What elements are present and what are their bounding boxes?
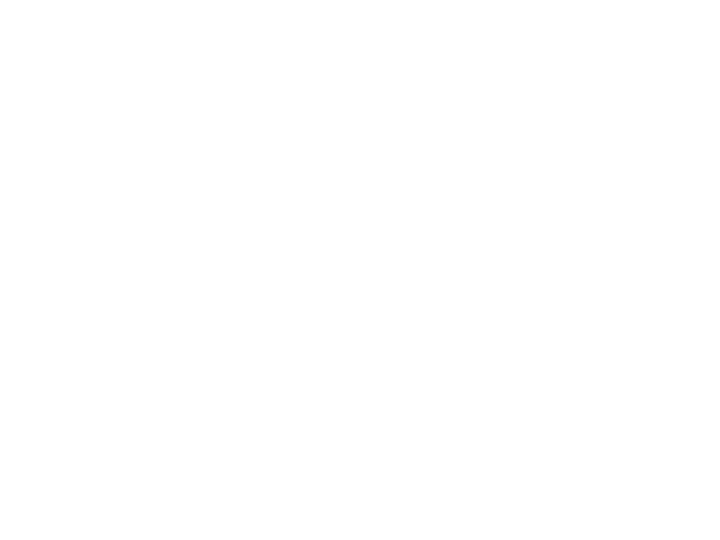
Text: membrane similar to: membrane similar to <box>176 221 395 241</box>
Ellipse shape <box>391 221 639 435</box>
Text: Structure and Function: Structure and Function <box>129 177 400 201</box>
Text: expression): expression) <box>188 393 308 413</box>
Text: Nucleoplasm: Nucleoplasm <box>335 233 488 249</box>
Ellipse shape <box>410 318 590 418</box>
Text: Chromosomes (gene: Chromosomes (gene <box>176 362 392 382</box>
Text: ↺: ↺ <box>145 300 161 318</box>
Text: cell membrane (similar: cell membrane (similar <box>188 252 429 272</box>
Text: Nucleus: Nucleus <box>129 114 365 167</box>
Text: Chromatin: Chromatin <box>335 343 473 364</box>
Text: of ribosomes): of ribosomes) <box>188 331 330 351</box>
Text: ↺: ↺ <box>145 362 161 380</box>
Text: Outer membrane: Outer membrane <box>335 174 526 191</box>
Text: Pore in nuclear
envelope: Pore in nuclear envelope <box>335 448 454 473</box>
Text: Nuclear
envelope: Nuclear envelope <box>335 393 459 414</box>
Text: Nucleolus: Nucleolus <box>335 283 510 306</box>
Text: Nucleoplasm (matrix): Nucleoplasm (matrix) <box>176 431 402 451</box>
Text: Inner membrane: Inner membrane <box>335 196 510 212</box>
Ellipse shape <box>361 184 698 485</box>
Text: ↺: ↺ <box>145 221 161 239</box>
Ellipse shape <box>481 281 564 348</box>
Text: ↺: ↺ <box>145 431 161 449</box>
Text: function): function) <box>188 283 281 303</box>
Text: Nucleolus (formation: Nucleolus (formation <box>176 300 394 320</box>
Ellipse shape <box>402 231 612 412</box>
